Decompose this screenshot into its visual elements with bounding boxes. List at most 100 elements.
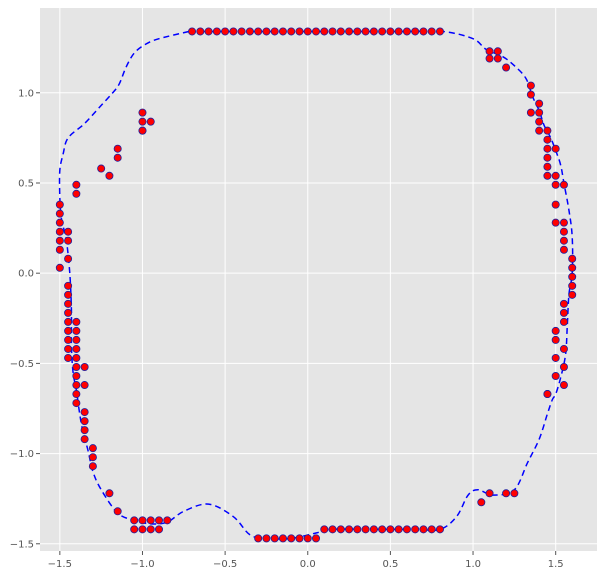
data-point <box>411 525 420 534</box>
data-point <box>535 99 544 108</box>
data-point <box>113 144 122 153</box>
data-point <box>312 534 321 543</box>
data-point <box>212 27 221 36</box>
data-point <box>526 90 535 99</box>
data-point <box>278 27 287 36</box>
data-point <box>72 399 81 408</box>
data-point <box>64 308 73 317</box>
data-point <box>221 27 230 36</box>
data-point <box>64 281 73 290</box>
data-point <box>55 236 64 245</box>
data-point <box>559 245 568 254</box>
data-point <box>72 335 81 344</box>
x-tick-label: 1.5 <box>548 559 564 570</box>
data-point <box>551 171 560 180</box>
data-point <box>72 372 81 381</box>
data-point <box>64 299 73 308</box>
data-point <box>559 227 568 236</box>
data-point <box>535 126 544 135</box>
data-point <box>72 390 81 399</box>
data-point <box>559 344 568 353</box>
data-point <box>245 27 254 36</box>
data-point <box>88 453 97 462</box>
data-point <box>254 27 263 36</box>
data-point <box>80 435 89 444</box>
data-point <box>72 317 81 326</box>
data-point <box>55 200 64 209</box>
data-point <box>287 534 296 543</box>
data-point <box>97 164 106 173</box>
data-point <box>510 489 519 498</box>
x-tick-label: 0.0 <box>300 559 316 570</box>
data-point <box>502 489 511 498</box>
data-point <box>72 381 81 390</box>
data-point <box>427 525 436 534</box>
data-point <box>72 362 81 371</box>
data-point <box>55 263 64 272</box>
data-point <box>64 290 73 299</box>
data-point <box>543 171 552 180</box>
data-point <box>72 353 81 362</box>
data-point <box>278 534 287 543</box>
data-point <box>303 27 312 36</box>
data-point <box>485 489 494 498</box>
data-point <box>295 534 304 543</box>
data-point <box>435 27 444 36</box>
x-axis-ticks: −1.5 −1.0 −0.5 0.0 0.5 1.0 1.5 <box>48 551 564 570</box>
data-point <box>543 162 552 171</box>
grid-lines <box>40 8 597 551</box>
data-point <box>155 516 164 525</box>
data-point <box>270 534 279 543</box>
data-point <box>386 27 395 36</box>
data-point <box>419 525 428 534</box>
data-point <box>55 218 64 227</box>
data-point <box>320 525 329 534</box>
data-point <box>204 27 213 36</box>
data-point <box>287 27 296 36</box>
data-point <box>353 27 362 36</box>
data-point <box>270 27 279 36</box>
data-point <box>72 180 81 189</box>
data-point <box>312 27 321 36</box>
y-tick-label: −1.5 <box>10 539 34 550</box>
data-point <box>336 27 345 36</box>
data-point <box>378 27 387 36</box>
data-point <box>138 108 147 117</box>
data-point <box>568 281 577 290</box>
data-point <box>80 408 89 417</box>
data-point <box>303 534 312 543</box>
data-point <box>80 381 89 390</box>
data-point <box>254 534 263 543</box>
data-point <box>345 27 354 36</box>
data-point <box>378 525 387 534</box>
data-point <box>328 27 337 36</box>
data-point <box>535 108 544 117</box>
data-point <box>559 308 568 317</box>
data-point <box>64 236 73 245</box>
y-tick-label: 0.0 <box>18 269 34 280</box>
data-point <box>543 135 552 144</box>
data-point <box>64 326 73 335</box>
data-point <box>80 426 89 435</box>
data-point <box>72 189 81 198</box>
data-point <box>559 381 568 390</box>
data-point <box>543 153 552 162</box>
x-tick-label: −1.5 <box>48 559 72 570</box>
data-point <box>551 353 560 362</box>
data-point <box>88 462 97 471</box>
x-tick-label: 1.0 <box>465 559 481 570</box>
data-point <box>80 362 89 371</box>
data-point <box>485 54 494 63</box>
data-point <box>535 117 544 126</box>
data-point <box>130 525 139 534</box>
data-point <box>427 27 436 36</box>
data-point <box>113 153 122 162</box>
data-point <box>502 63 511 72</box>
data-point <box>72 344 81 353</box>
data-point <box>485 47 494 56</box>
data-point <box>394 525 403 534</box>
data-point <box>328 525 337 534</box>
data-point <box>543 144 552 153</box>
data-point <box>64 335 73 344</box>
data-point <box>402 525 411 534</box>
